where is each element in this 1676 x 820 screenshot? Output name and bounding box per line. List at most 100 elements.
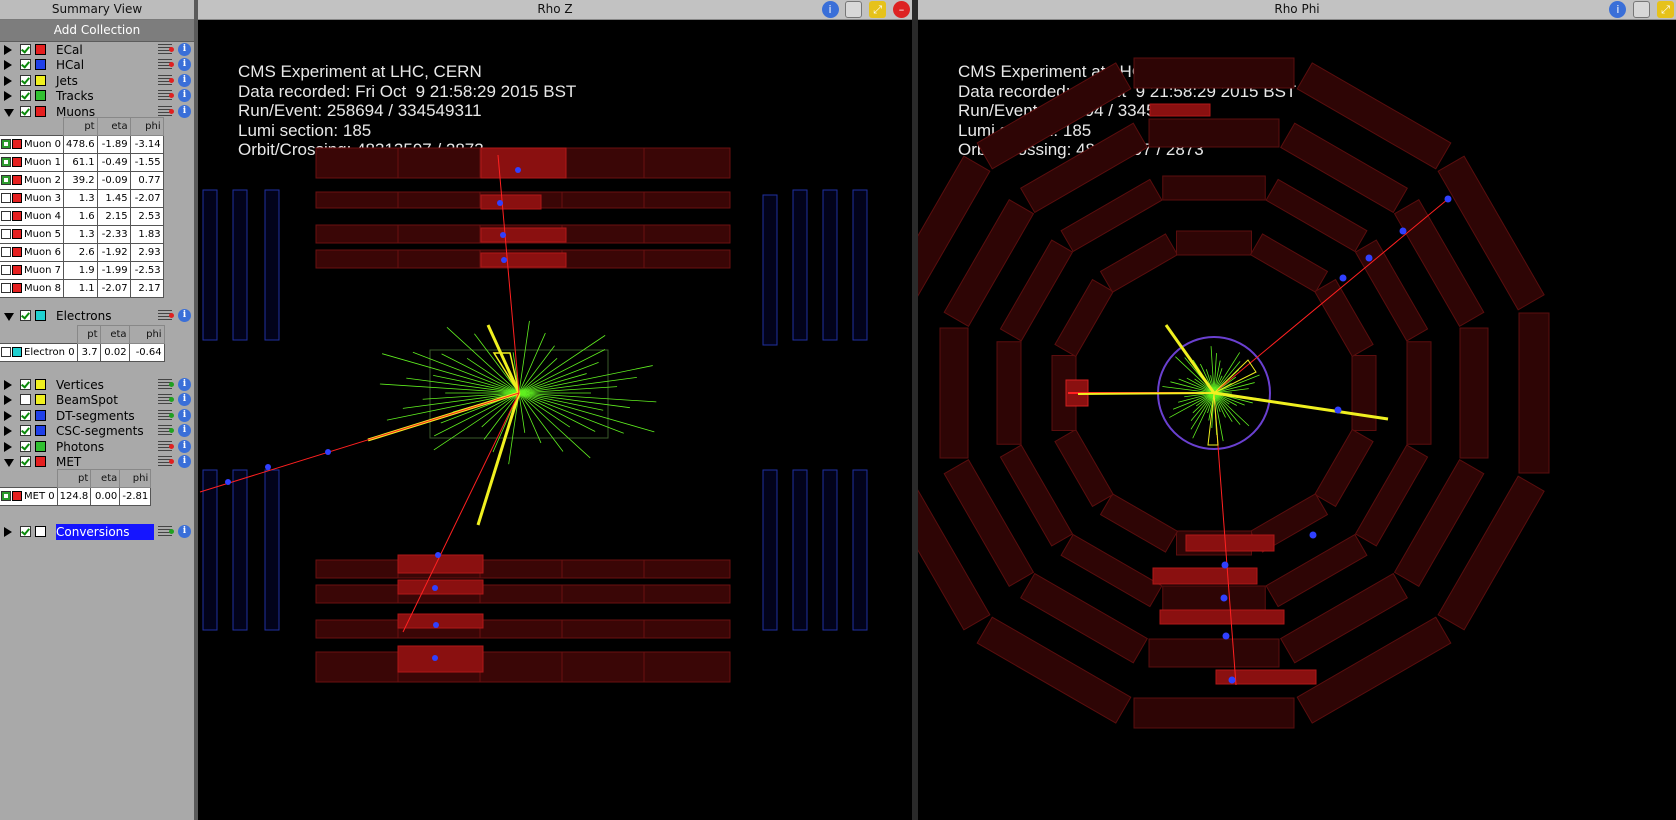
table-row[interactable]: Muon 8 1.1 -2.07 2.17 (0, 279, 164, 298)
column-header[interactable]: eta (96, 117, 131, 136)
rho-z-view[interactable]: Rho Z i ⤢ – CMS Experiment at LHC, CERN … (198, 0, 912, 820)
filter-icon[interactable] (158, 59, 174, 71)
collection-row[interactable]: CSC-segments i (0, 423, 194, 439)
visibility-checkbox[interactable] (20, 440, 31, 452)
info-icon[interactable]: i (1609, 1, 1627, 18)
visibility-checkbox[interactable] (20, 74, 31, 86)
visibility-checkbox[interactable] (20, 44, 31, 55)
row-color-swatch[interactable] (12, 229, 22, 239)
collection-row[interactable]: Conversions i (0, 524, 194, 540)
color-swatch[interactable] (35, 394, 46, 406)
visibility-checkbox[interactable] (20, 409, 31, 421)
collection-row[interactable]: Tracks i (0, 88, 194, 104)
row-color-swatch[interactable] (12, 175, 22, 185)
filter-icon[interactable] (158, 456, 174, 467)
maximize-icon[interactable]: ⤢ (869, 1, 887, 18)
column-header[interactable]: phi (129, 117, 164, 136)
column-header[interactable]: phi (128, 325, 165, 344)
table-row[interactable]: Muon 1 61.1 -0.49 -1.55 (0, 153, 164, 172)
filter-icon[interactable] (158, 409, 174, 421)
color-swatch[interactable] (35, 59, 46, 71)
color-swatch[interactable] (35, 44, 46, 55)
row-color-swatch[interactable] (12, 211, 22, 221)
visibility-checkbox[interactable] (20, 394, 31, 406)
expand-arrow-icon[interactable] (4, 380, 12, 390)
collection-row[interactable]: Electrons i (0, 308, 194, 324)
color-swatch[interactable] (35, 425, 46, 437)
collection-row[interactable]: Photons i (0, 439, 194, 455)
info-icon[interactable]: i (178, 439, 191, 453)
panel-splitter[interactable] (194, 0, 198, 820)
expand-arrow-icon[interactable] (4, 395, 12, 406)
expand-arrow-icon[interactable] (4, 459, 14, 467)
visibility-checkbox[interactable] (20, 425, 31, 437)
filter-icon[interactable] (158, 394, 174, 406)
info-icon[interactable]: i (178, 58, 191, 72)
filter-icon[interactable] (158, 74, 174, 86)
rho-z-canvas[interactable] (198, 20, 912, 820)
info-icon[interactable]: i (178, 43, 191, 56)
column-header[interactable]: pt (56, 469, 92, 488)
collection-row[interactable]: ECal i (0, 42, 194, 58)
table-row[interactable]: MET 0 124.8 0.00 -2.81 (0, 487, 152, 506)
expand-arrow-icon[interactable] (4, 45, 12, 55)
collection-row[interactable]: BeamSpot i (0, 392, 194, 408)
visibility-checkbox[interactable] (20, 105, 31, 117)
row-checkbox[interactable] (1, 265, 11, 275)
color-swatch[interactable] (35, 105, 46, 117)
info-icon[interactable]: i (178, 104, 191, 118)
column-header[interactable]: pt (76, 325, 101, 344)
column-header[interactable]: pt (62, 117, 98, 136)
row-checkbox[interactable] (1, 211, 11, 221)
filter-icon[interactable] (158, 105, 174, 117)
row-color-swatch[interactable] (12, 265, 22, 275)
add-collection-button[interactable]: Add Collection (0, 20, 194, 42)
info-icon[interactable]: i (178, 408, 191, 422)
rho-phi-canvas[interactable] (918, 20, 1676, 820)
row-checkbox[interactable] (1, 157, 11, 167)
color-swatch[interactable] (35, 90, 46, 102)
collection-row[interactable]: DT-segments i (0, 408, 194, 424)
color-swatch[interactable] (35, 74, 46, 86)
column-header[interactable]: phi (119, 469, 152, 488)
info-icon[interactable]: i (178, 393, 191, 407)
color-swatch[interactable] (35, 526, 46, 537)
row-color-swatch[interactable] (12, 247, 22, 257)
maximize-icon[interactable]: ⤢ (1657, 1, 1674, 18)
screenshot-icon[interactable] (1633, 1, 1651, 18)
info-icon[interactable]: i (178, 455, 191, 468)
expand-arrow-icon[interactable] (4, 441, 12, 452)
table-row[interactable]: Muon 7 1.9 -1.99 -2.53 (0, 261, 164, 280)
table-row[interactable]: Electron 0 3.7 0.02 -0.64 (0, 343, 165, 362)
view-separator[interactable] (912, 0, 918, 820)
column-header[interactable]: eta (99, 325, 130, 344)
collection-row[interactable]: MET i (0, 454, 194, 470)
row-checkbox[interactable] (1, 247, 11, 257)
row-checkbox[interactable] (1, 491, 11, 501)
table-row[interactable]: Muon 2 39.2 -0.09 0.77 (0, 171, 164, 190)
row-color-swatch[interactable] (12, 193, 22, 203)
table-row[interactable]: Muon 4 1.6 2.15 2.53 (0, 207, 164, 226)
expand-arrow-icon[interactable] (4, 527, 12, 537)
visibility-checkbox[interactable] (20, 90, 31, 102)
row-checkbox[interactable] (1, 347, 11, 357)
table-row[interactable]: Muon 6 2.6 -1.92 2.93 (0, 243, 164, 262)
info-icon[interactable]: i (178, 424, 191, 438)
row-checkbox[interactable] (1, 193, 11, 203)
color-swatch[interactable] (35, 310, 46, 321)
visibility-checkbox[interactable] (20, 310, 31, 321)
expand-arrow-icon[interactable] (4, 60, 12, 71)
expand-arrow-icon[interactable] (4, 313, 14, 321)
screenshot-icon[interactable] (845, 1, 863, 18)
filter-icon[interactable] (158, 379, 174, 390)
row-checkbox[interactable] (1, 283, 11, 293)
collection-row[interactable]: HCal i (0, 57, 194, 73)
color-swatch[interactable] (35, 440, 46, 452)
row-checkbox[interactable] (1, 139, 11, 149)
column-header[interactable]: eta (90, 469, 121, 488)
row-color-swatch[interactable] (12, 283, 22, 293)
color-swatch[interactable] (35, 456, 46, 467)
filter-icon[interactable] (158, 526, 174, 537)
visibility-checkbox[interactable] (20, 526, 31, 537)
info-icon[interactable]: i (821, 1, 839, 18)
